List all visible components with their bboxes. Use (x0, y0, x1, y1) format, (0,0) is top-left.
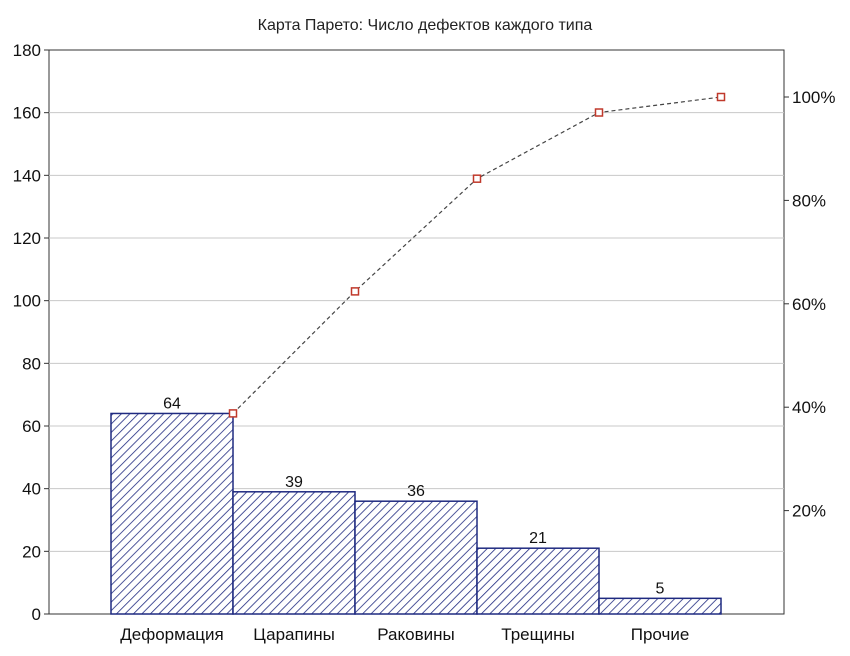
y-tick-label: 0 (32, 605, 41, 624)
bar (354, 500, 478, 615)
bar-value-label: 64 (163, 395, 181, 412)
y2-tick-label: 20% (792, 502, 826, 521)
y-tick-label: 140 (13, 166, 41, 185)
y-tick-label: 180 (13, 41, 41, 60)
bar-value-label: 36 (407, 483, 425, 500)
y-tick-label: 160 (13, 104, 41, 123)
category-label: Раковины (377, 625, 454, 644)
y-tick-label: 40 (22, 480, 41, 499)
y2-axis-ticks: 20% 40% 60% 80% 100% (784, 88, 835, 521)
cumulative-line (228, 92, 726, 418)
cumulative-point (472, 174, 482, 183)
y2-tick-label: 100% (792, 88, 835, 107)
category-labels: Деформация Царапины Раковины Трещины Прочие (120, 625, 689, 644)
y-tick-label: 80 (22, 354, 41, 373)
bar (598, 597, 722, 615)
bar-value-label: 21 (529, 530, 547, 547)
cumulative-point (228, 409, 238, 418)
category-label: Деформация (120, 625, 223, 644)
cumulative-point (350, 287, 360, 296)
y-tick-label: 100 (13, 292, 41, 311)
cumulative-point (594, 108, 604, 117)
y-tick-label: 60 (22, 417, 41, 436)
y2-tick-label: 60% (792, 295, 826, 314)
cumulative-point (716, 92, 726, 102)
y2-tick-label: 40% (792, 398, 826, 417)
bars (110, 412, 722, 615)
y-tick-label: 120 (13, 229, 41, 248)
category-label: Царапины (253, 625, 335, 644)
chart-title: Карта Парето: Число дефектов каждого тип… (258, 17, 593, 34)
bar (232, 491, 356, 615)
y-tick-label: 20 (22, 542, 41, 561)
category-label: Трещины (501, 625, 574, 644)
bar (110, 412, 234, 615)
y2-tick-label: 80% (792, 191, 826, 210)
y-axis-ticks: 0 20 40 60 80 100 120 140 160 180 (13, 41, 49, 624)
category-label: Прочие (631, 625, 690, 644)
bar-value-label: 5 (656, 580, 665, 597)
bar-value-label: 39 (285, 474, 303, 491)
data-labels: 64 39 36 21 5 (163, 395, 664, 597)
bar (476, 547, 600, 615)
